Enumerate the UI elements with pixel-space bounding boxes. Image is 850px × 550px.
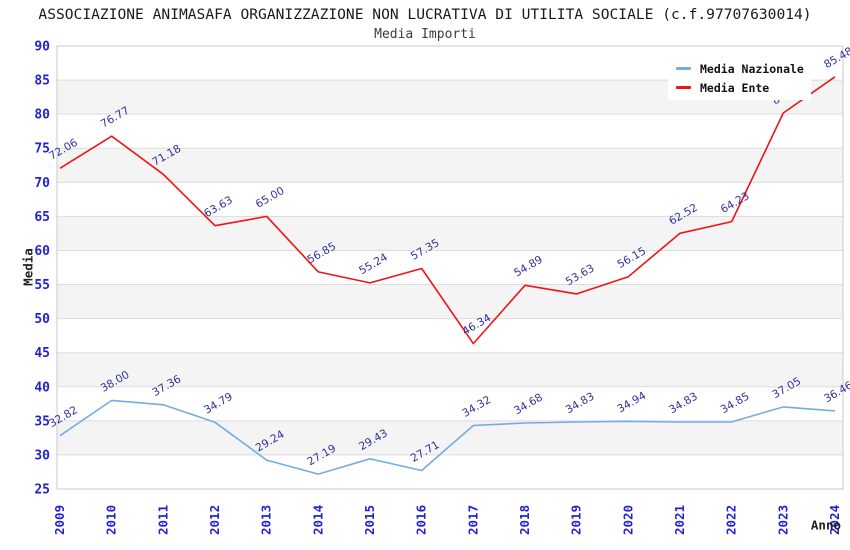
plot-band	[57, 148, 843, 183]
data-label: 64.23	[718, 189, 751, 216]
data-label: 34.79	[202, 390, 235, 417]
y-tick-label: 70	[34, 176, 50, 191]
legend-line-swatch-icon	[676, 67, 691, 70]
data-label: 85.48	[822, 44, 850, 71]
plot-band	[57, 352, 843, 387]
y-axis-title: Media	[20, 248, 36, 286]
series-line-media-ente	[59, 76, 836, 345]
y-tick-label: 55	[34, 278, 50, 293]
x-tick-label: 2010	[104, 505, 119, 535]
chart-title: ASSOCIAZIONE ANIMASAFA ORGANIZZAZIONE NO…	[38, 6, 812, 23]
y-tick-label: 25	[34, 483, 50, 498]
x-tick-label: 2018	[517, 505, 532, 535]
data-label: 34.32	[460, 393, 493, 420]
y-tick-label: 85	[34, 74, 50, 89]
chart-subtitle: Media Importi	[374, 27, 476, 42]
legend: Media Nazionale Media Ente	[668, 57, 811, 100]
x-tick-label: 2020	[620, 505, 635, 535]
data-label: 34.83	[563, 390, 596, 417]
plot-band	[57, 216, 843, 251]
x-tick-label: 2014	[310, 505, 325, 535]
y-tick-label: 35	[34, 414, 50, 429]
data-label: 34.68	[512, 391, 545, 418]
x-tick-label: 2013	[259, 505, 274, 535]
data-label: 54.89	[512, 253, 545, 280]
x-axis-title: Anno	[810, 517, 841, 533]
plot-band	[57, 284, 843, 319]
x-tick-label: 2009	[52, 505, 67, 535]
y-tick-label: 80	[34, 108, 50, 123]
legend-line-swatch-icon	[676, 86, 691, 89]
data-label: 34.94	[615, 389, 648, 416]
x-tick-label: 2023	[775, 505, 790, 535]
x-tick-label: 2022	[724, 505, 739, 535]
data-label: 34.85	[718, 389, 751, 416]
x-tick-label: 2021	[672, 505, 687, 535]
data-label: 34.83	[667, 390, 700, 417]
x-tick-label: 2017	[465, 505, 480, 535]
y-tick-label: 30	[34, 448, 50, 463]
y-tick-label: 45	[34, 346, 50, 361]
y-tick-label: 50	[34, 312, 50, 327]
legend-item-media-nazionale: Media Nazionale	[676, 59, 811, 78]
x-tick-label: 2015	[362, 505, 377, 535]
data-label: 55.24	[357, 250, 390, 277]
y-tick-label: 65	[34, 210, 50, 225]
x-tick-label: 2024	[827, 505, 842, 535]
y-tick-label: 90	[34, 40, 50, 55]
y-tick-label: 60	[34, 244, 50, 259]
plot-border	[56, 45, 844, 490]
legend-label: Media Ente	[700, 80, 770, 95]
x-tick-label: 2016	[414, 505, 429, 535]
series-line-media-nazionale	[59, 399, 836, 475]
y-tick-label: 40	[34, 380, 50, 395]
x-tick-label: 2011	[155, 505, 170, 535]
plot-band	[57, 420, 843, 455]
y-tick-label: 75	[34, 142, 50, 157]
x-tick-label: 2019	[569, 505, 584, 535]
data-label: 65.00	[253, 184, 286, 211]
legend-label: Media Nazionale	[700, 61, 804, 76]
legend-item-media-ente: Media Ente	[676, 78, 811, 97]
x-tick-label: 2012	[207, 505, 222, 535]
